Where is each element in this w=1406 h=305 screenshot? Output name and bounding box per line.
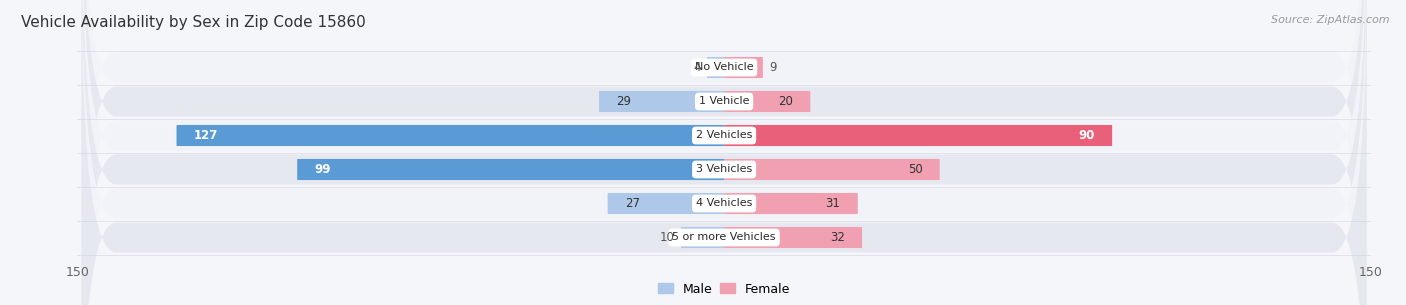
FancyBboxPatch shape [297,159,724,180]
FancyBboxPatch shape [681,227,724,248]
FancyBboxPatch shape [82,0,1367,305]
FancyBboxPatch shape [707,57,724,78]
Text: 9: 9 [769,61,778,74]
FancyBboxPatch shape [599,91,724,112]
Text: Source: ZipAtlas.com: Source: ZipAtlas.com [1271,15,1389,25]
FancyBboxPatch shape [724,125,1112,146]
Text: 127: 127 [194,129,218,142]
FancyBboxPatch shape [82,0,1367,305]
Text: 1 Vehicle: 1 Vehicle [699,96,749,106]
Text: Vehicle Availability by Sex in Zip Code 15860: Vehicle Availability by Sex in Zip Code … [21,15,366,30]
Text: 27: 27 [624,197,640,210]
FancyBboxPatch shape [177,125,724,146]
FancyBboxPatch shape [724,193,858,214]
Legend: Male, Female: Male, Female [658,282,790,296]
Text: 90: 90 [1078,129,1095,142]
FancyBboxPatch shape [82,0,1367,305]
Text: 2 Vehicles: 2 Vehicles [696,131,752,141]
Text: 99: 99 [315,163,330,176]
FancyBboxPatch shape [724,227,862,248]
Text: 31: 31 [825,197,841,210]
Text: 10: 10 [659,231,675,244]
FancyBboxPatch shape [82,0,1367,305]
Text: 3 Vehicles: 3 Vehicles [696,164,752,174]
FancyBboxPatch shape [724,57,763,78]
Text: 50: 50 [908,163,922,176]
FancyBboxPatch shape [607,193,724,214]
Text: 20: 20 [778,95,793,108]
Text: No Vehicle: No Vehicle [695,63,754,73]
FancyBboxPatch shape [724,91,810,112]
Text: 4 Vehicles: 4 Vehicles [696,199,752,209]
FancyBboxPatch shape [82,0,1367,305]
Text: 32: 32 [830,231,845,244]
Text: 5 or more Vehicles: 5 or more Vehicles [672,232,776,242]
Text: 29: 29 [616,95,631,108]
Text: 4: 4 [693,61,700,74]
FancyBboxPatch shape [82,0,1367,305]
FancyBboxPatch shape [724,159,939,180]
